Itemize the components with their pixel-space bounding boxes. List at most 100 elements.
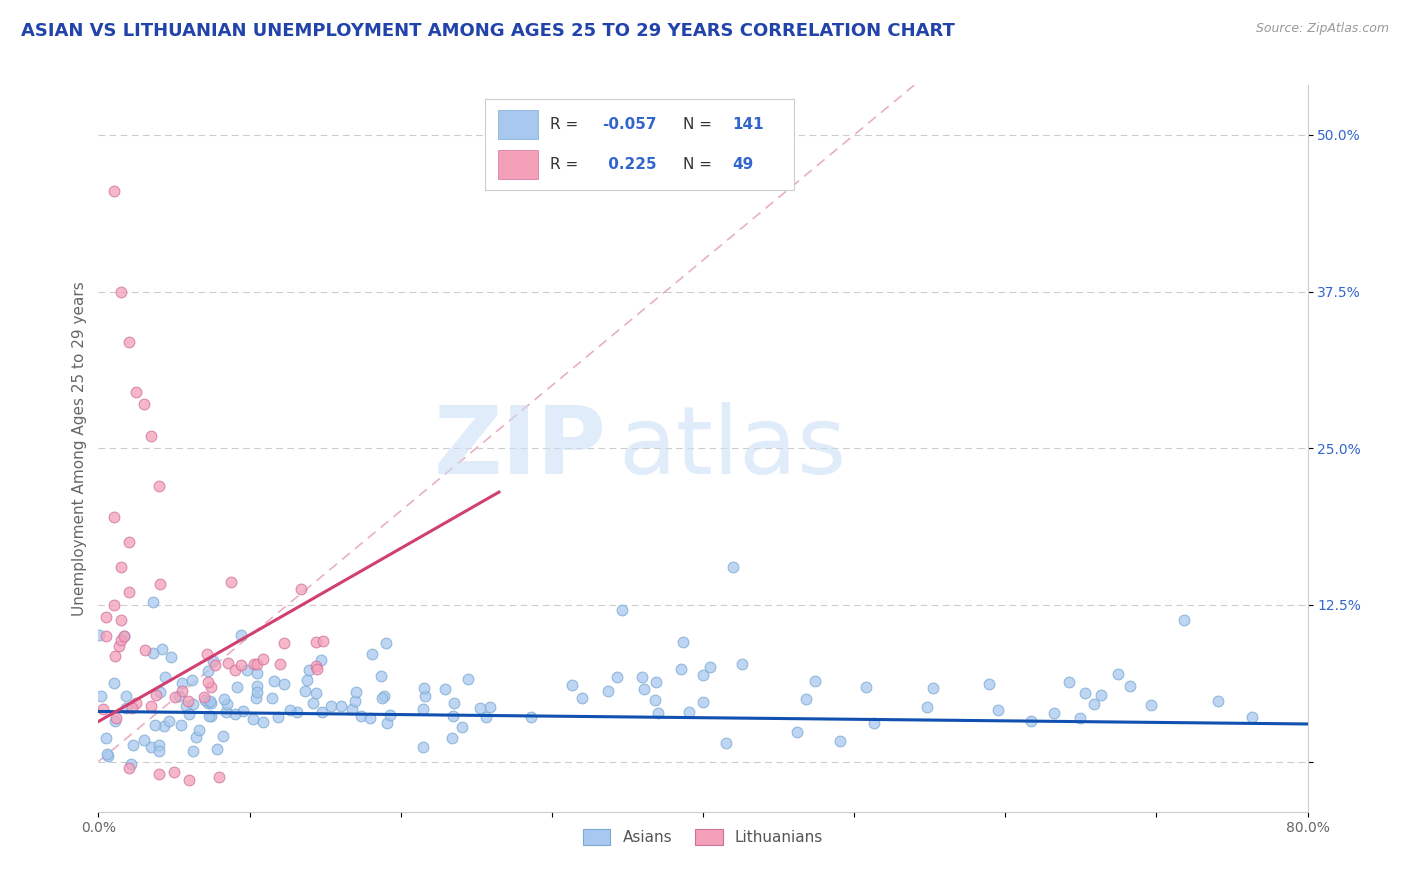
Point <box>1057 675 1080 690</box>
Point <box>169 718 191 732</box>
Point <box>112 629 135 643</box>
Point <box>1107 666 1129 681</box>
Point <box>169 690 191 704</box>
Point <box>204 657 226 672</box>
Point <box>263 674 285 689</box>
Point <box>468 701 491 715</box>
Point <box>606 670 628 684</box>
Point <box>224 663 246 677</box>
Point <box>153 670 176 684</box>
Point <box>90 689 112 703</box>
Point <box>1042 706 1064 721</box>
Point <box>302 696 325 710</box>
Point <box>433 682 456 697</box>
Point <box>197 696 219 710</box>
Point <box>118 585 141 599</box>
Point <box>110 285 132 299</box>
Point <box>170 675 193 690</box>
Point <box>121 700 143 714</box>
Point <box>110 633 132 648</box>
Point <box>200 693 222 707</box>
Point <box>596 684 619 698</box>
Point <box>148 767 170 781</box>
Point <box>184 730 207 744</box>
Point <box>631 669 654 683</box>
Point <box>208 770 231 784</box>
Point <box>152 719 174 733</box>
Point <box>977 676 1000 690</box>
Point <box>107 639 129 653</box>
Point <box>305 635 328 649</box>
Point <box>298 663 321 677</box>
Point <box>142 646 165 660</box>
Point <box>252 714 274 729</box>
Point <box>246 666 269 681</box>
Point <box>118 334 141 349</box>
Point <box>170 684 193 698</box>
Point <box>110 560 132 574</box>
Point <box>104 649 127 664</box>
Point <box>692 668 714 682</box>
Point <box>863 716 886 731</box>
Point <box>273 636 295 650</box>
Point <box>370 669 392 683</box>
Point <box>197 675 219 690</box>
Point <box>226 680 249 694</box>
Point <box>692 695 714 709</box>
Point <box>232 704 254 718</box>
Point <box>149 577 172 591</box>
Point <box>803 674 825 689</box>
Point <box>1074 686 1097 700</box>
Text: ZIP: ZIP <box>433 402 606 494</box>
Point <box>361 647 384 661</box>
Point <box>163 764 186 779</box>
Point <box>309 653 332 667</box>
Point <box>179 706 201 721</box>
Point <box>378 707 401 722</box>
Point <box>1206 694 1229 708</box>
Point <box>115 701 138 715</box>
Point <box>231 658 253 673</box>
Point <box>202 654 225 668</box>
Point <box>148 479 170 493</box>
Point <box>141 740 163 755</box>
Point <box>118 761 141 775</box>
Point <box>1139 698 1161 712</box>
Point <box>150 641 173 656</box>
Point <box>97 749 120 764</box>
Point <box>344 685 367 699</box>
Point <box>212 729 235 743</box>
Point <box>197 665 219 679</box>
Point <box>285 705 308 719</box>
Point <box>205 741 228 756</box>
Point <box>1090 688 1112 702</box>
Point <box>212 692 235 706</box>
Point <box>245 691 267 706</box>
Point <box>200 696 222 710</box>
Point <box>181 744 204 758</box>
Point <box>149 685 172 699</box>
Point <box>242 712 264 726</box>
Point <box>134 643 156 657</box>
Point <box>370 691 392 706</box>
Point <box>1119 679 1142 693</box>
Point <box>160 650 183 665</box>
Point <box>103 510 125 524</box>
Point <box>96 747 118 761</box>
Point <box>571 690 593 705</box>
Point <box>148 744 170 758</box>
Point <box>246 685 269 699</box>
Point <box>91 702 114 716</box>
Point <box>290 582 312 596</box>
Point <box>134 733 156 747</box>
Point <box>217 698 239 712</box>
Point <box>103 675 125 690</box>
Point <box>644 675 666 690</box>
Point <box>319 699 342 714</box>
Point <box>374 636 396 650</box>
Point <box>231 627 253 641</box>
Point <box>103 714 125 729</box>
Point <box>731 657 754 671</box>
Point <box>120 756 142 771</box>
Point <box>236 663 259 677</box>
